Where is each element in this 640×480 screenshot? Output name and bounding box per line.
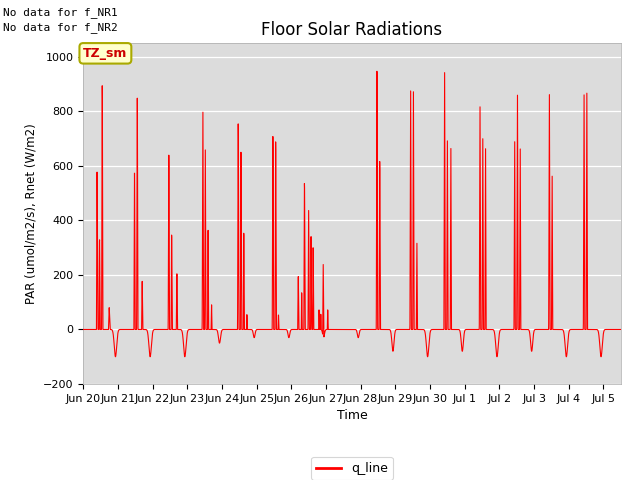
Text: No data for f_NR2: No data for f_NR2: [3, 22, 118, 33]
X-axis label: Time: Time: [337, 409, 367, 422]
Text: TZ_sm: TZ_sm: [83, 47, 127, 60]
Y-axis label: PAR (umol/m2/s), Rnet (W/m2): PAR (umol/m2/s), Rnet (W/m2): [24, 123, 37, 304]
Text: No data for f_NR1: No data for f_NR1: [3, 7, 118, 18]
Title: Floor Solar Radiations: Floor Solar Radiations: [261, 21, 443, 39]
Legend: q_line: q_line: [311, 457, 393, 480]
